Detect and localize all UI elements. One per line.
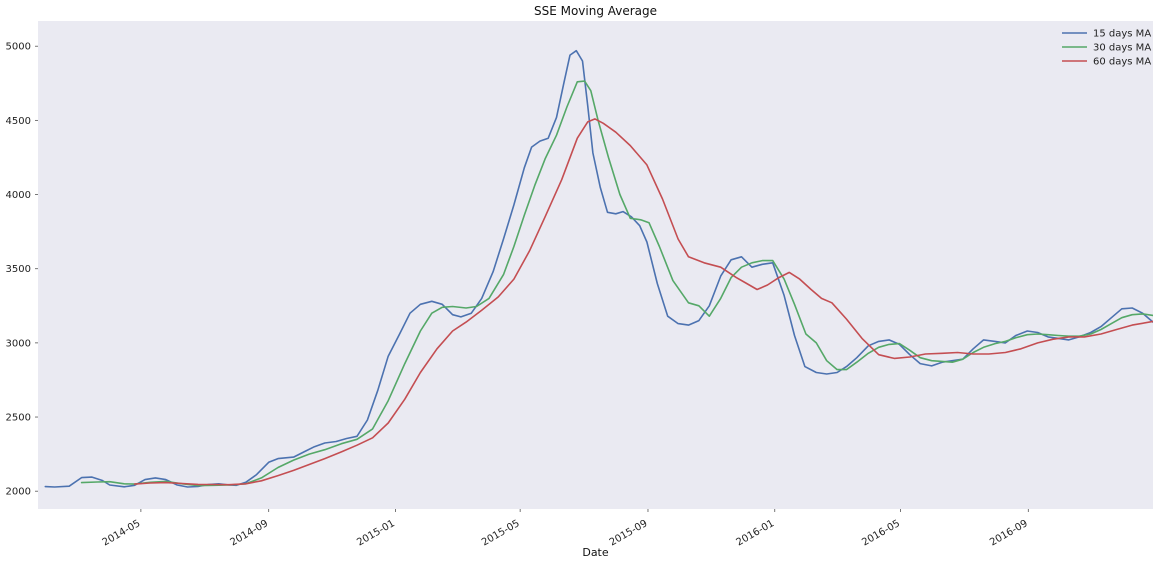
- y-tick-label: 3000: [6, 338, 31, 349]
- x-tick-label: 2016-01: [735, 518, 777, 548]
- chart-title: SSE Moving Average: [534, 4, 657, 18]
- x-tick-label: 2015-01: [355, 518, 397, 548]
- y-tick-label: 5000: [6, 42, 31, 53]
- x-tick-label: 2014-05: [101, 518, 143, 548]
- series-layer: [44, 49, 1153, 488]
- plot-background: [38, 21, 1153, 509]
- x-tick-label: 2015-09: [608, 518, 650, 548]
- x-axis-label: Date: [582, 546, 609, 559]
- x-tick-label: 2014-09: [228, 518, 270, 548]
- x-tick-label: 2016-05: [860, 518, 902, 548]
- series-line-60-days-ma: [133, 118, 1153, 486]
- legend: 15 days MA 30 days MA 60 days MA: [1062, 29, 1151, 68]
- series-line-30-days-ma: [80, 80, 1153, 487]
- x-axis: 2014-05 2014-09 2015-01 2015-05 2015-09 2016-…: [101, 509, 1030, 548]
- y-tick-label: 4000: [6, 190, 31, 201]
- legend-label: 30 days MA: [1093, 43, 1151, 54]
- x-tick-label: 2016-09: [988, 518, 1030, 548]
- legend-label: 60 days MA: [1093, 57, 1151, 68]
- x-tick-label: 2015-05: [480, 518, 522, 548]
- legend-label: 15 days MA: [1093, 29, 1151, 40]
- y-tick-label: 3500: [6, 264, 31, 275]
- y-axis: 2000 2500 3000 3500 4000 4500 5000: [6, 42, 38, 498]
- y-tick-label: 2000: [6, 487, 31, 498]
- y-tick-label: 4500: [6, 116, 31, 127]
- y-tick-label: 2500: [6, 413, 31, 424]
